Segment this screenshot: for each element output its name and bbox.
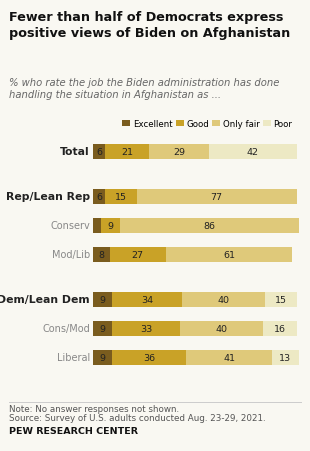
Text: 42: 42 (247, 147, 259, 156)
Bar (93, 350, 112, 365)
Text: 9: 9 (99, 295, 105, 304)
Text: 61: 61 (223, 250, 235, 259)
Bar (93, 292, 112, 307)
Bar (272, 350, 299, 365)
Text: 6: 6 (96, 147, 102, 156)
Bar (209, 144, 297, 160)
Text: 15: 15 (275, 295, 287, 304)
Bar (149, 144, 209, 160)
Text: 77: 77 (210, 193, 223, 202)
Bar (180, 321, 263, 336)
Bar (137, 189, 297, 204)
Text: Dem/Lean Dem: Dem/Lean Dem (0, 295, 90, 305)
Text: Rep/Lean Rep: Rep/Lean Rep (6, 192, 90, 202)
Text: 6: 6 (96, 193, 102, 202)
Bar (112, 350, 186, 365)
Text: 27: 27 (132, 250, 144, 259)
Bar (105, 189, 137, 204)
Text: Liberal: Liberal (57, 353, 90, 363)
Text: 13: 13 (279, 353, 291, 362)
Bar (182, 292, 265, 307)
Text: Cons/Mod: Cons/Mod (42, 324, 90, 334)
Bar (93, 144, 105, 160)
Bar (101, 218, 120, 233)
Bar (112, 321, 180, 336)
Text: 86: 86 (203, 221, 215, 230)
Text: 15: 15 (115, 193, 127, 202)
Text: 40: 40 (218, 295, 230, 304)
Bar (120, 218, 299, 233)
Text: % who rate the job the Biden administration has done
handling the situation in A: % who rate the job the Biden administrat… (9, 78, 280, 100)
Text: Mod/Lib: Mod/Lib (52, 250, 90, 260)
Bar (105, 144, 149, 160)
Text: Source: Survey of U.S. adults conducted Aug. 23-29, 2021.: Source: Survey of U.S. adults conducted … (9, 414, 266, 423)
Bar (187, 350, 272, 365)
Bar (263, 321, 297, 336)
Text: 9: 9 (99, 353, 105, 362)
Text: 40: 40 (216, 324, 228, 333)
Text: 36: 36 (143, 353, 155, 362)
Bar (110, 247, 166, 262)
Bar (93, 189, 105, 204)
Bar (112, 292, 182, 307)
Text: 8: 8 (98, 250, 104, 259)
Text: 41: 41 (223, 353, 235, 362)
Text: 29: 29 (173, 147, 185, 156)
Bar (93, 247, 110, 262)
Bar (265, 292, 297, 307)
Text: 21: 21 (121, 147, 133, 156)
Text: PEW RESEARCH CENTER: PEW RESEARCH CENTER (9, 426, 138, 435)
Text: Note: No answer responses not shown.: Note: No answer responses not shown. (9, 404, 179, 413)
Text: Total: Total (60, 147, 90, 157)
Text: 34: 34 (141, 295, 153, 304)
Text: Fewer than half of Democrats express
positive views of Biden on Afghanistan: Fewer than half of Democrats express pos… (9, 11, 290, 40)
Text: Conserv: Conserv (50, 221, 90, 231)
Text: 9: 9 (99, 324, 105, 333)
Bar (166, 247, 292, 262)
Text: 16: 16 (274, 324, 286, 333)
Text: 9: 9 (108, 221, 114, 230)
Legend: Excellent, Good, Only fair, Poor: Excellent, Good, Only fair, Poor (122, 120, 292, 129)
Bar (93, 218, 101, 233)
Bar (93, 321, 112, 336)
Text: 33: 33 (140, 324, 152, 333)
